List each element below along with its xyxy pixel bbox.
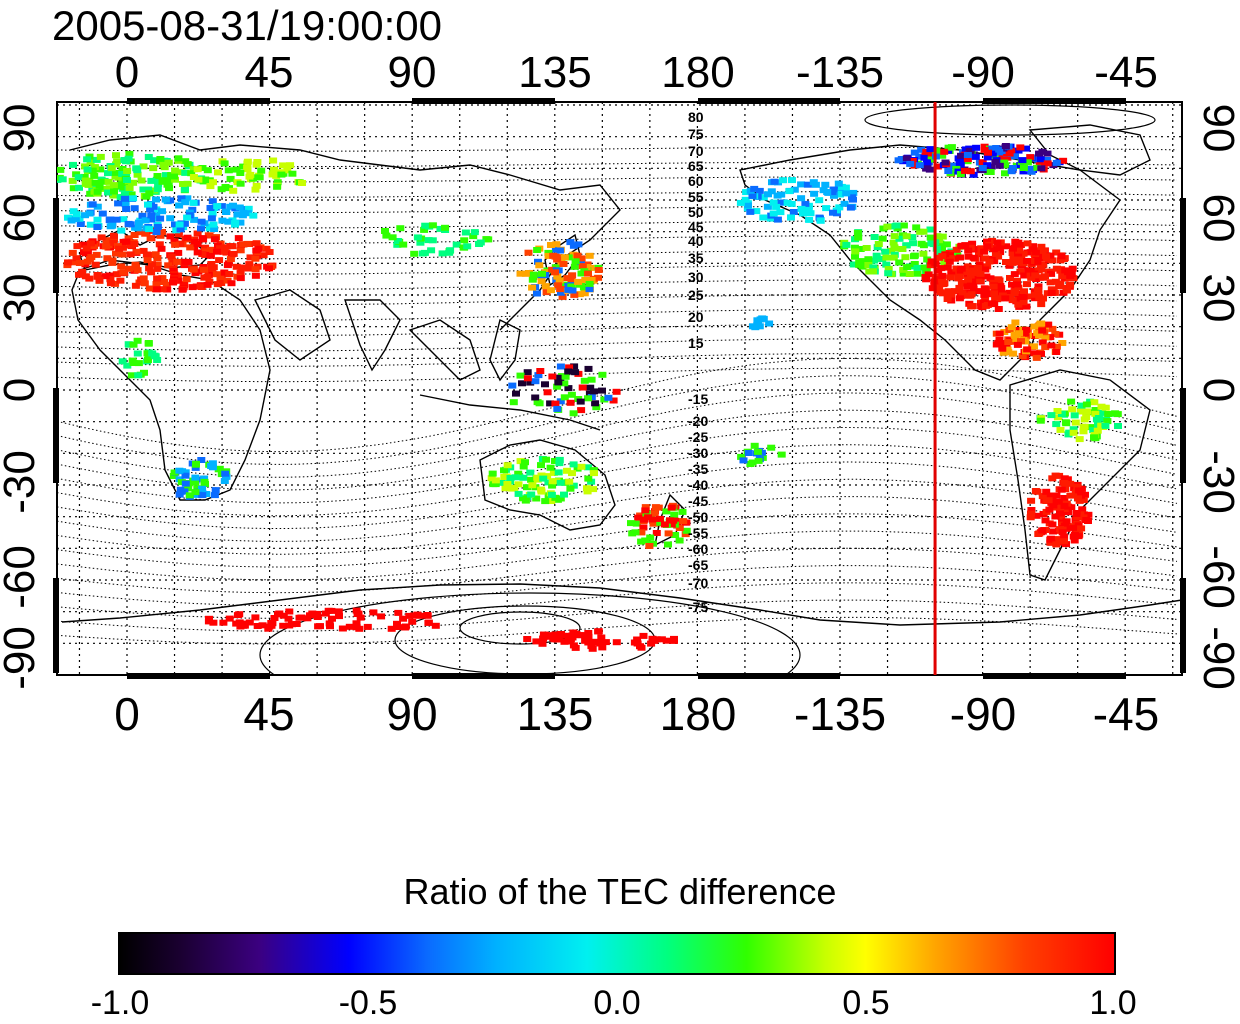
- contour-label: 75: [688, 126, 704, 142]
- bottom-lon-tick: 135: [516, 688, 594, 740]
- top-lon-tick: -135: [795, 48, 885, 97]
- contour-label: -15: [688, 391, 708, 407]
- top-lon-tick: 135: [518, 48, 592, 97]
- axis-bars: [53, 98, 1186, 679]
- colorbar-tick: 1.0: [1089, 984, 1137, 1022]
- bottom-lon-tick: 0: [114, 688, 140, 740]
- contour-label: -50: [688, 509, 708, 525]
- bottom-lon-tick: 45: [243, 688, 295, 740]
- bottom-lon-tick: 90: [386, 688, 438, 740]
- contour-label: -40: [688, 477, 708, 493]
- contour-label: -65: [688, 557, 708, 573]
- contour-label: 60: [688, 173, 704, 189]
- contour-label: 45: [688, 219, 704, 235]
- contour-label: 50: [688, 204, 704, 220]
- contour-label: 25: [688, 287, 704, 303]
- map-timestamp: 2005-08-31/19:00:00: [52, 2, 442, 49]
- contour-label: -25: [688, 429, 708, 445]
- contour-label: 40: [688, 233, 704, 249]
- tec-ratio-data: [57, 143, 1122, 652]
- contour-label: -35: [688, 461, 708, 477]
- contour-label: -55: [688, 525, 708, 541]
- colorbar-tick: 0.0: [593, 984, 641, 1022]
- colorbar-tick: 0.5: [842, 984, 890, 1022]
- top-lon-tick: -90: [951, 48, 1015, 97]
- contour-label: -70: [688, 575, 708, 591]
- top-lon-tick: 0: [114, 48, 140, 97]
- colorbar-title: Ratio of the TEC difference: [403, 871, 837, 912]
- colorbar-tick: -0.5: [338, 984, 398, 1022]
- bottom-lon-tick: -90: [949, 688, 1017, 740]
- contour-label: 55: [688, 189, 704, 205]
- contour-label: 20: [688, 309, 704, 325]
- top-lon-tick: -45: [1094, 48, 1158, 97]
- contour-label: -20: [688, 413, 708, 429]
- top-lon-tick: 45: [244, 48, 294, 97]
- top-lon-tick: 180: [661, 48, 735, 97]
- bottom-lon-tick: -135: [793, 688, 887, 740]
- colorbar: [118, 932, 1116, 975]
- bottom-lon-tick: 180: [659, 688, 737, 740]
- contour-label: -45: [688, 493, 708, 509]
- top-lon-tick: 90: [387, 48, 437, 97]
- contour-label: -30: [688, 445, 708, 461]
- contour-label: 80: [688, 109, 704, 125]
- contour-label: -60: [688, 541, 708, 557]
- contour-label: -75: [688, 599, 708, 615]
- contour-label: 15: [688, 335, 704, 351]
- contour-label: 65: [688, 158, 704, 174]
- contour-label: 35: [688, 250, 704, 266]
- contour-label: 70: [688, 143, 704, 159]
- colorbar-tick: -1.0: [90, 984, 150, 1022]
- contour-label: 30: [688, 269, 704, 285]
- bottom-lon-tick: -45: [1092, 688, 1160, 740]
